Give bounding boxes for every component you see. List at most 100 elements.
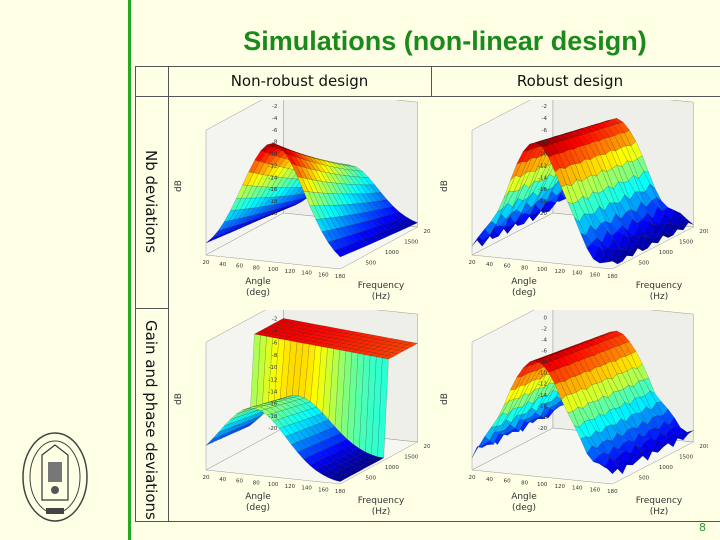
freq-tick-label: 1500 bbox=[404, 240, 418, 246]
surface-patch bbox=[357, 239, 370, 247]
angle-tick-label: 100 bbox=[268, 267, 279, 273]
angle-tick-label: 180 bbox=[607, 274, 618, 280]
surface-patch bbox=[401, 221, 414, 228]
z-tick-label: -16 bbox=[538, 404, 547, 410]
freq-tick-label: 1000 bbox=[385, 250, 399, 256]
angle-tick-label: 40 bbox=[219, 477, 226, 483]
surface-plot-svg: 0-2-4-6-8-10-12-14-16-18-202040608010012… bbox=[469, 87, 714, 280]
angle-tick-label: 160 bbox=[318, 272, 329, 278]
z-tick-label: -16 bbox=[538, 187, 547, 193]
freq-tick-label: 2000 bbox=[424, 229, 430, 235]
surface-patch bbox=[377, 231, 389, 239]
angle-tick-label: 140 bbox=[301, 486, 312, 492]
z-tick-label: -10 bbox=[538, 152, 547, 158]
angle-axis-label: Angle (deg) bbox=[245, 277, 271, 298]
z-tick-label: -14 bbox=[268, 175, 277, 181]
row-divider bbox=[135, 308, 169, 309]
db-axis-label: dB bbox=[174, 392, 184, 405]
angle-tick-label: 140 bbox=[572, 486, 583, 492]
surface-plot-svg: 0-2-4-6-8-10-12-14-16-18-202040608010012… bbox=[203, 87, 438, 280]
surface-patch bbox=[362, 237, 375, 245]
angle-tick-label: 100 bbox=[268, 482, 279, 488]
freq-tick-label: 500 bbox=[639, 261, 650, 267]
row-header-gain-phase: Gain and phase deviations bbox=[142, 320, 160, 520]
angle-axis-label: Angle (deg) bbox=[245, 492, 271, 513]
freq-tick-label: 2000 bbox=[699, 444, 708, 450]
z-tick-label: -8 bbox=[542, 140, 548, 146]
freq-tick-label: 500 bbox=[366, 261, 377, 267]
angle-tick-label: 180 bbox=[335, 489, 346, 495]
frequency-axis-label: Frequency (Hz) bbox=[635, 496, 683, 517]
surface-patch bbox=[372, 233, 385, 241]
z-tick-label: -8 bbox=[542, 360, 548, 366]
z-tick-label: -20 bbox=[268, 211, 277, 217]
page-number: 8 bbox=[699, 521, 706, 534]
column-divider bbox=[431, 66, 432, 97]
angle-tick-label: 180 bbox=[607, 489, 618, 495]
freq-tick-label: 1000 bbox=[659, 250, 673, 256]
freq-tick-label: 500 bbox=[366, 476, 377, 482]
z-tick-label: -16 bbox=[268, 187, 277, 193]
surface-patch bbox=[610, 464, 623, 475]
z-tick-label: -18 bbox=[538, 415, 547, 421]
surface-plot-svg: 0-2-4-6-8-10-12-14-16-18-202040608010012… bbox=[203, 299, 438, 495]
university-seal-logo bbox=[22, 432, 88, 522]
z-tick-label: -4 bbox=[272, 116, 278, 122]
z-tick-label: -18 bbox=[268, 199, 277, 205]
z-tick-label: -10 bbox=[268, 365, 277, 371]
z-tick-label: -20 bbox=[538, 426, 547, 432]
column-header-nonrobust: Non-robust design bbox=[230, 72, 369, 90]
angle-tick-label: 120 bbox=[555, 269, 566, 275]
angle-axis-label: Angle (deg) bbox=[511, 277, 537, 298]
angle-tick-label: 140 bbox=[572, 271, 583, 277]
surface-patch bbox=[386, 352, 399, 357]
z-tick-label: -16 bbox=[268, 402, 277, 408]
angle-tick-label: 80 bbox=[253, 480, 260, 486]
angle-tick-label: 80 bbox=[253, 265, 260, 271]
angle-tick-label: 100 bbox=[537, 267, 548, 273]
accent-bar bbox=[128, 0, 131, 540]
z-tick-label: -20 bbox=[268, 426, 277, 432]
surface-patch bbox=[615, 250, 628, 262]
z-tick-label: -14 bbox=[538, 393, 547, 399]
z-tick-label: -14 bbox=[268, 389, 277, 395]
angle-tick-label: 40 bbox=[219, 262, 226, 268]
angle-tick-label: 100 bbox=[537, 482, 548, 488]
surface-patch bbox=[333, 477, 346, 482]
z-tick-label: -12 bbox=[538, 163, 547, 169]
plot-robust-gainphase: 20-2-4-6-8-10-12-14-16-18-20204060801001… bbox=[438, 299, 714, 520]
angle-tick-label: 120 bbox=[285, 484, 296, 490]
angle-axis-label: Angle (deg) bbox=[511, 492, 537, 513]
z-tick-label: -10 bbox=[538, 371, 547, 377]
z-tick-label: -20 bbox=[538, 211, 547, 217]
frequency-axis-label: Frequency (Hz) bbox=[635, 281, 683, 302]
angle-tick-label: 20 bbox=[469, 260, 476, 266]
angle-tick-label: 20 bbox=[203, 475, 210, 481]
surface-patch bbox=[372, 456, 385, 461]
freq-tick-label: 1500 bbox=[679, 455, 693, 461]
z-tick-label: -2 bbox=[542, 104, 547, 110]
page-title: Simulations (non-linear design) bbox=[243, 26, 647, 56]
z-tick-label: -12 bbox=[538, 382, 547, 388]
surface-patch bbox=[656, 441, 669, 448]
surface-patch bbox=[676, 428, 689, 441]
z-tick-label: -4 bbox=[542, 116, 548, 122]
z-tick-label: -6 bbox=[272, 341, 278, 347]
plot-nonrobust-nodev: 0-2-4-6-8-10-12-14-16-18-202040608010012… bbox=[172, 87, 438, 305]
z-tick-label: -18 bbox=[268, 414, 277, 420]
angle-tick-label: 40 bbox=[486, 262, 493, 268]
z-tick-label: -6 bbox=[542, 348, 548, 354]
surface-patch bbox=[333, 248, 346, 258]
surface-patch bbox=[605, 467, 619, 475]
angle-tick-label: 60 bbox=[236, 479, 243, 485]
frequency-axis-label: Frequency (Hz) bbox=[357, 496, 405, 517]
z-tick-label: -8 bbox=[272, 140, 278, 146]
surface-patch bbox=[396, 347, 409, 352]
freq-tick-label: 1500 bbox=[679, 240, 693, 246]
angle-tick-label: 140 bbox=[301, 271, 312, 277]
angle-tick-label: 120 bbox=[555, 484, 566, 490]
z-tick-label: -4 bbox=[542, 337, 548, 343]
db-axis-label: dB bbox=[174, 180, 184, 193]
z-tick-label: -8 bbox=[272, 353, 278, 359]
z-tick-label: -10 bbox=[268, 152, 277, 158]
